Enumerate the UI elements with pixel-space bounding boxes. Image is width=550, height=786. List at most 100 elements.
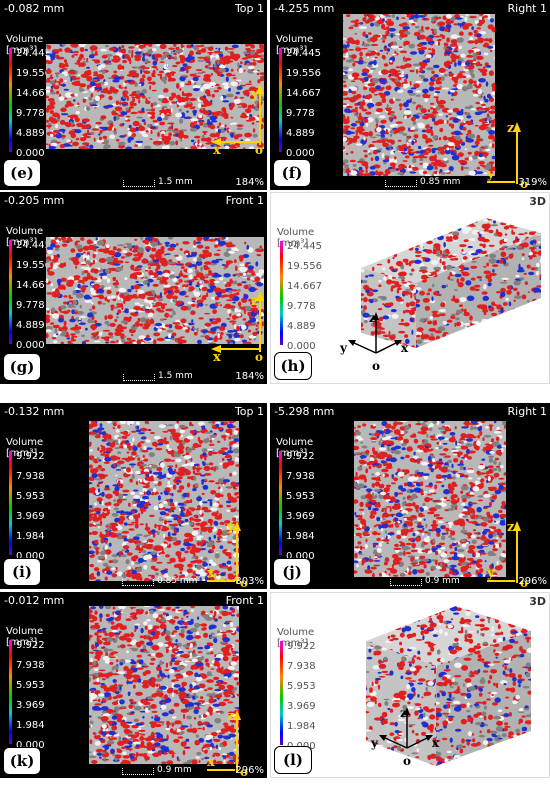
zoom-level: 303% bbox=[235, 576, 264, 587]
panel-e-top-view: -0.082 mm Top 1 Volume [mm³] 24.445 19.5… bbox=[0, 0, 267, 190]
legend-tick: 4.889 bbox=[16, 320, 45, 331]
panel-label: (g) bbox=[3, 353, 41, 381]
depth-readout: -0.132 mm bbox=[4, 405, 65, 418]
legend-tick: 0.000 bbox=[16, 551, 45, 562]
volume-legend: Volume [mm³] 9.922 7.938 5.953 3.969 1.9… bbox=[3, 437, 63, 562]
legend-tick: 19.556 bbox=[287, 261, 322, 272]
volume-legend: Volume [mm³] 24.445 19.556 14.667 9.778 … bbox=[3, 226, 63, 351]
legend-tick: 7.938 bbox=[16, 471, 45, 482]
legend-tick: 1.984 bbox=[287, 721, 316, 732]
legend-title: Volume [mm³] bbox=[276, 437, 314, 459]
scale-bar: 0.9 mm bbox=[122, 765, 192, 775]
legend-tick: 1.984 bbox=[286, 531, 315, 542]
volume-legend: Volume [mm³] 24.445 19.556 14.667 9.778 … bbox=[274, 227, 334, 352]
view-name: Front 1 bbox=[225, 594, 264, 607]
axis-label: y bbox=[486, 167, 495, 182]
legend-colorbar bbox=[279, 451, 282, 555]
legend-tick: 3.969 bbox=[286, 511, 315, 522]
view-name: Top 1 bbox=[234, 405, 264, 418]
specimen-slice-image bbox=[343, 14, 495, 176]
volume-legend: Volume [mm³] 9.922 7.938 5.953 3.969 1.9… bbox=[274, 627, 334, 752]
specimen-slice-image bbox=[89, 606, 239, 764]
legend-tick: 9.922 bbox=[16, 451, 45, 462]
origin-label: o bbox=[240, 765, 248, 778]
panel-f-right-view: -4.255 mm Right 1 Volume [mm³] 24.445 19… bbox=[270, 0, 550, 190]
volume-legend: Volume [mm³] 9.922 7.938 5.953 3.969 1.9… bbox=[273, 437, 333, 562]
zoom-level: 319% bbox=[518, 177, 547, 188]
legend-tick: 4.889 bbox=[287, 321, 316, 332]
axis-triad: x z o bbox=[211, 291, 264, 362]
divider-horizontal bbox=[0, 590, 550, 591]
scale-bar: 0.9 mm bbox=[390, 576, 460, 586]
legend-colorbar bbox=[279, 48, 282, 152]
axis-label: z bbox=[507, 121, 514, 136]
legend-tick: 1.984 bbox=[16, 531, 45, 542]
legend-tick: 9.778 bbox=[286, 108, 315, 119]
scale-label: 0.9 mm bbox=[157, 765, 192, 775]
legend-tick: 7.938 bbox=[286, 471, 315, 482]
depth-readout: -4.255 mm bbox=[274, 2, 335, 15]
legend-title: Volume [mm³] bbox=[277, 227, 315, 249]
scale-label: 0.85 mm bbox=[420, 177, 461, 187]
legend-tick: 5.953 bbox=[287, 681, 316, 692]
legend-tick: 0.000 bbox=[286, 551, 315, 562]
view-name: 3D bbox=[529, 195, 546, 208]
legend-tick: 24.445 bbox=[16, 48, 51, 59]
panel-label: (j) bbox=[273, 558, 311, 586]
panel-k-front-view: -0.012 mm Front 1 Volume [mm³] 9.922 7.9… bbox=[0, 592, 267, 778]
legend-tick: 0.000 bbox=[16, 740, 45, 751]
specimen-slice-image bbox=[46, 237, 264, 344]
legend-tick: 7.938 bbox=[287, 661, 316, 672]
scale-bar: 1.5 mm bbox=[123, 177, 193, 187]
legend-title: Volume [mm³] bbox=[6, 226, 44, 248]
view-name: Right 1 bbox=[507, 405, 547, 418]
legend-tick: 24.445 bbox=[16, 240, 51, 251]
scale-label: 0.9 mm bbox=[425, 576, 460, 586]
zoom-level: 184% bbox=[235, 371, 264, 382]
scale-bar: 0.85 mm bbox=[385, 177, 460, 187]
legend-tick: 24.445 bbox=[286, 48, 321, 59]
legend-tick: 9.922 bbox=[287, 641, 316, 652]
origin-label: o bbox=[255, 143, 263, 155]
legend-tick: 19.556 bbox=[286, 68, 321, 79]
legend-tick: 24.445 bbox=[287, 241, 322, 252]
axis-label: z bbox=[227, 709, 234, 724]
panel-h-3d-view: 3D Volume [mm³] 24.445 19.556 14.667 9.7… bbox=[270, 192, 550, 384]
legend-tick: 14.667 bbox=[286, 88, 321, 99]
zoom-level: 184% bbox=[235, 177, 264, 188]
panel-label: (l) bbox=[274, 746, 312, 774]
axis-label: z bbox=[369, 311, 376, 325]
volume-legend: Volume [mm³] 24.445 19.556 14.667 9.778 … bbox=[273, 34, 333, 159]
legend-title: Volume [mm³] bbox=[277, 627, 315, 649]
divider-horizontal bbox=[0, 190, 550, 191]
legend-tick: 9.922 bbox=[16, 640, 45, 651]
axis-triad: y z o bbox=[486, 520, 528, 589]
origin-label: o bbox=[240, 576, 248, 589]
legend-tick: 4.889 bbox=[16, 128, 45, 139]
legend-colorbar bbox=[9, 48, 12, 152]
panel-label: (k) bbox=[3, 747, 41, 775]
legend-tick: 9.778 bbox=[16, 108, 45, 119]
zoom-level: 296% bbox=[235, 765, 264, 776]
axis-triad-3d: z x y o bbox=[370, 706, 440, 768]
legend-colorbar bbox=[9, 240, 12, 344]
axis-label: z bbox=[251, 294, 258, 309]
axis-triad: x y o bbox=[207, 520, 248, 589]
legend-colorbar bbox=[280, 641, 283, 745]
legend-tick: 4.889 bbox=[286, 128, 315, 139]
legend-tick: 0.000 bbox=[16, 148, 45, 159]
legend-tick: 19.556 bbox=[16, 68, 51, 79]
axis-triad-3d: z x y o bbox=[339, 311, 409, 373]
legend-tick: 14.667 bbox=[16, 280, 51, 291]
legend-tick: 0.000 bbox=[287, 341, 316, 352]
scale-label: 0.85 mm bbox=[157, 576, 198, 586]
axis-label: z bbox=[400, 706, 407, 720]
view-name: Right 1 bbox=[507, 2, 547, 15]
legend-title: Volume [mm³] bbox=[6, 626, 44, 648]
axis-label: y bbox=[370, 736, 379, 750]
legend-tick: 0.000 bbox=[16, 340, 45, 351]
panel-label: (f) bbox=[273, 159, 311, 187]
axis-label: x bbox=[401, 341, 409, 355]
legend-tick: 14.667 bbox=[16, 88, 51, 99]
volume-legend: Volume [mm³] 24.445 19.556 14.667 9.778 … bbox=[3, 34, 63, 159]
